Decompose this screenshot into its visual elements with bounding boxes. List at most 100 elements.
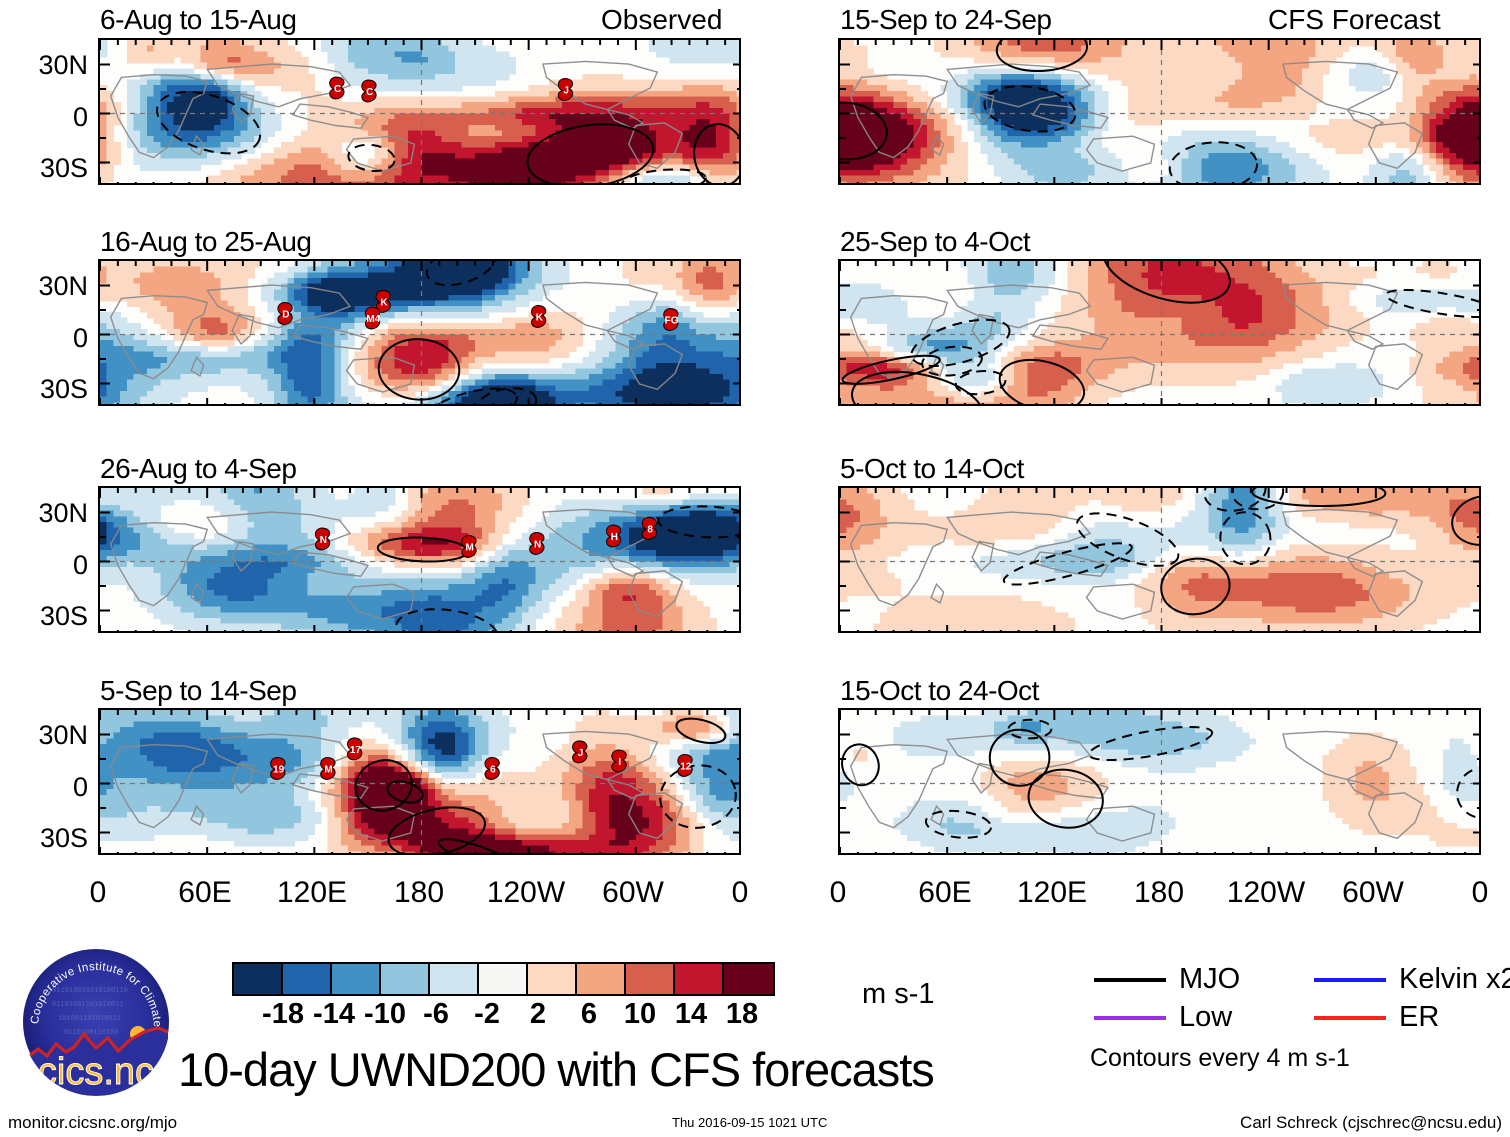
map-panel-6[interactable] — [838, 486, 1481, 633]
legend-item-mjo[interactable]: MJO — [1094, 965, 1240, 994]
cyclone-marker: M — [320, 756, 336, 781]
colorbar-unit-label: m s-1 — [862, 978, 935, 1010]
xtick-r-360: 0 — [1471, 876, 1489, 909]
panel-title-2: 15-Sep to 24-Sep — [840, 4, 1052, 35]
footer-timestamp: Thu 2016-09-15 1021 UTC — [672, 1115, 828, 1130]
colorbar-swatch-3 — [381, 964, 430, 994]
cyclone-marker: 12 — [677, 753, 693, 778]
legend-label-low: Low — [1179, 1001, 1233, 1033]
xtick-l-360: 0 — [731, 876, 749, 909]
ylabel-r4-30s: 30S — [39, 823, 88, 853]
cyclone-marker: 19 — [270, 756, 286, 781]
xtick-l-120w: 120W — [486, 876, 566, 909]
panel-title-1: 6-Aug to 15-Aug — [100, 4, 297, 35]
footer-url[interactable]: monitor.cicsnc.org/mjo — [8, 1113, 178, 1132]
ylabel-r2-30s: 30S — [39, 374, 88, 404]
cyclone-marker: N — [314, 527, 331, 551]
legend-item-er[interactable]: ER — [1314, 1003, 1439, 1032]
cyclone-marker: C — [329, 76, 345, 100]
colorbar-tick-5: 2 — [529, 998, 547, 1030]
cyclone-marker: D — [277, 301, 293, 326]
cyclone-marker: C — [361, 79, 377, 103]
xtick-l-0: 0 — [89, 876, 107, 909]
map-panel-8[interactable] — [838, 708, 1481, 855]
xtick-r-120e: 120E — [1016, 876, 1088, 909]
legend-item-low[interactable]: Low — [1094, 1003, 1232, 1032]
map-panel-3[interactable]: D K M4 K FG — [98, 259, 741, 406]
map-panel-2[interactable] — [838, 38, 1481, 185]
colorbar-swatch-9 — [675, 964, 724, 994]
cyclone-marker: K — [531, 304, 547, 329]
ylabel-r4-0: 0 — [72, 772, 88, 802]
cyclone-marker: J — [557, 77, 574, 102]
cyclone-marker: J — [572, 740, 588, 764]
colorbar-swatch-0 — [234, 964, 283, 994]
colorbar[interactable] — [232, 962, 775, 996]
ylabel-r2-30n: 30N — [38, 271, 88, 301]
colorbar-swatch-10 — [724, 964, 773, 994]
contour-interval-note: Contours every 4 m s-1 — [1090, 1044, 1350, 1072]
ylabel-r2-0: 0 — [72, 323, 88, 353]
colorbar-tick-2: -10 — [364, 998, 406, 1030]
xtick-l-120e: 120E — [276, 876, 348, 909]
column-header-observed: Observed — [601, 4, 723, 35]
colorbar-tick-1: -14 — [313, 998, 355, 1030]
xtick-l-60w: 60W — [602, 876, 664, 909]
cyclone-marker: 6 — [484, 756, 500, 781]
ylabel-r3-0: 0 — [72, 550, 88, 580]
cyclone-marker: 8 — [641, 516, 658, 540]
ylabel-r1-30s: 30S — [39, 153, 88, 183]
colorbar-tick-3: -6 — [423, 998, 449, 1030]
xtick-r-60w: 60W — [1342, 876, 1404, 909]
ylabel-r3-30n: 30N — [38, 498, 88, 528]
svg-text:J: J — [563, 86, 569, 97]
panel-title-3: 16-Aug to 25-Aug — [100, 226, 312, 257]
svg-text:C: C — [366, 87, 373, 98]
colorbar-swatch-6 — [528, 964, 577, 994]
legend-label-er: ER — [1399, 1001, 1440, 1033]
page-title: 10-day UWND200 with CFS forecasts — [178, 1043, 935, 1096]
ylabel-r3-30s: 30S — [39, 601, 88, 631]
cyclone-marker: H — [606, 524, 622, 548]
cyclone-marker: M4 — [364, 306, 381, 330]
cyclone-marker: N — [529, 531, 545, 556]
ylabel-r4-30n: 30N — [38, 720, 88, 750]
colorbar-tick-4: -2 — [474, 998, 500, 1030]
xtick-r-60e: 60E — [918, 876, 972, 909]
legend-label-kelvin: Kelvin x2 — [1399, 963, 1510, 995]
panel-title-6: 5-Oct to 14-Oct — [840, 453, 1024, 484]
logo-graphic: 1011010011010100110 01101001101010011 10… — [22, 948, 169, 1096]
column-header-cfs-forecast: CFS Forecast — [1268, 4, 1441, 35]
panel-title-7: 5-Sep to 14-Sep — [100, 675, 297, 706]
colorbar-tick-9: 18 — [725, 998, 759, 1030]
colorbar-swatch-7 — [577, 964, 626, 994]
legend-swatch-er — [1314, 1015, 1386, 1020]
legend-swatch-kelvin — [1314, 977, 1386, 982]
colorbar-tick-7: 10 — [623, 998, 657, 1030]
legend-item-kelvin[interactable]: Kelvin x2 — [1314, 965, 1510, 994]
map-panel-7[interactable]: 19 M 17 6 J I 12 — [98, 708, 741, 855]
panel-title-5: 26-Aug to 4-Sep — [100, 453, 297, 484]
colorbar-swatch-2 — [332, 964, 381, 994]
xtick-l-60e: 60E — [178, 876, 232, 909]
legend-swatch-low — [1094, 1015, 1166, 1020]
panel-title-4: 25-Sep to 4-Oct — [840, 226, 1031, 257]
legend-swatch-mjo — [1094, 977, 1166, 982]
panel-title-8: 15-Oct to 24-Oct — [840, 675, 1039, 706]
cyclone-marker: I — [611, 749, 627, 773]
footer-author[interactable]: Carl Schreck (cjschrec@ncsu.edu) — [1240, 1113, 1502, 1132]
cics-nc-logo[interactable]: 1011010011010100110 01101001101010011 10… — [22, 948, 170, 1096]
xtick-r-0: 0 — [829, 876, 847, 909]
colorbar-swatch-8 — [626, 964, 675, 994]
colorbar-swatch-5 — [479, 964, 528, 994]
colorbar-tick-6: 6 — [580, 998, 598, 1030]
cyclone-marker: FG — [663, 307, 679, 332]
map-panel-4[interactable] — [838, 259, 1481, 406]
ylabel-r1-30n: 30N — [38, 50, 88, 80]
xtick-r-120w: 120W — [1226, 876, 1306, 909]
ylabel-r1-0: 0 — [72, 102, 88, 132]
xtick-l-180: 180 — [393, 876, 445, 909]
cyclone-marker: 17 — [347, 737, 363, 761]
